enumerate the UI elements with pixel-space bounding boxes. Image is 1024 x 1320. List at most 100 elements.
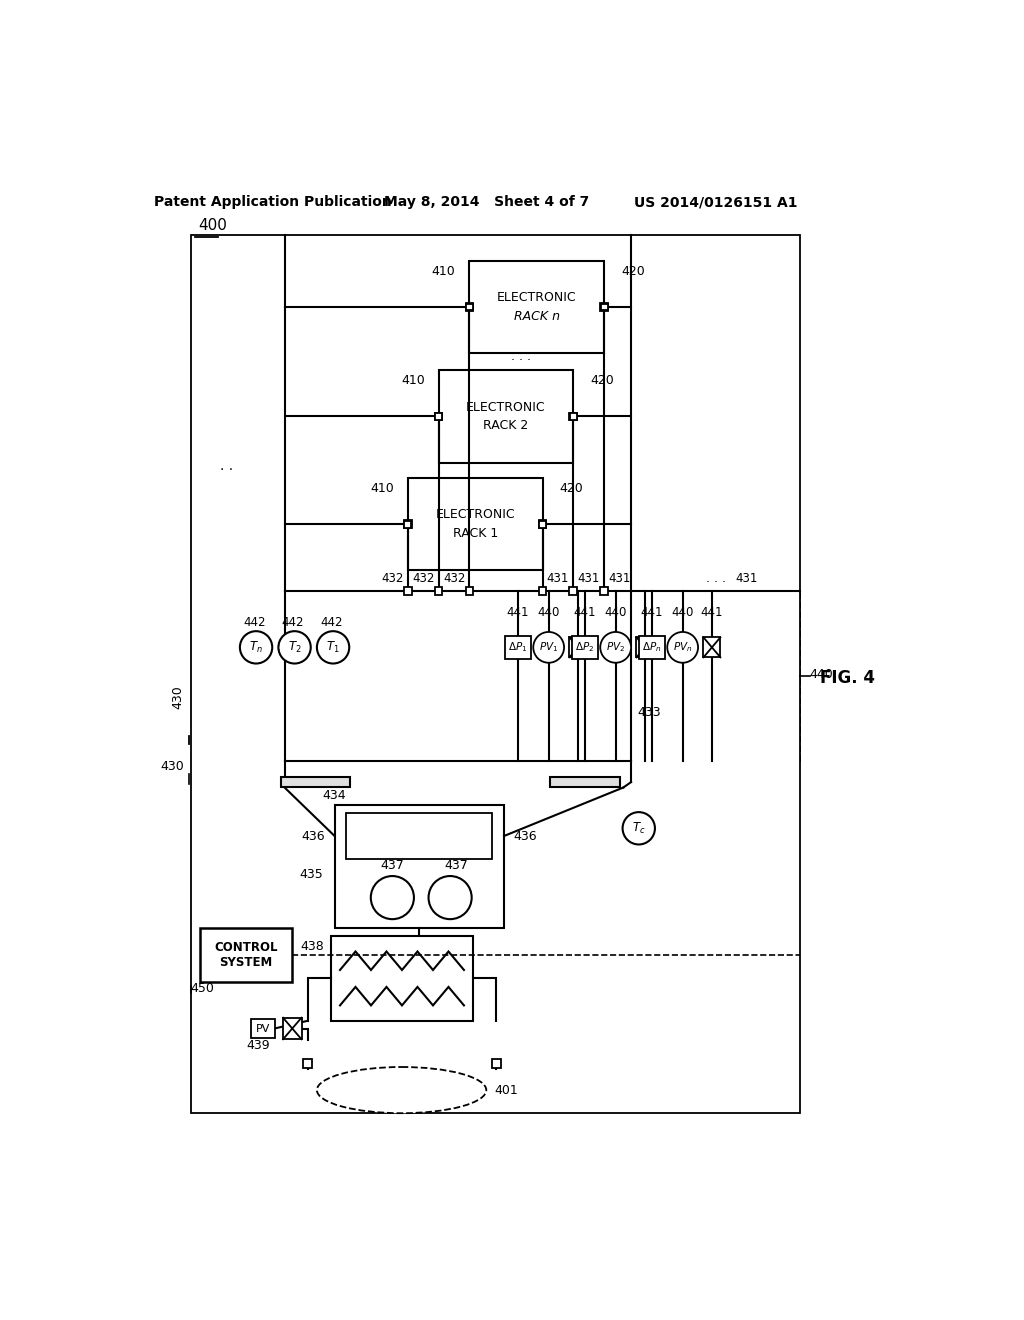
Circle shape (279, 631, 310, 664)
Bar (539, 587, 547, 595)
Text: 441: 441 (641, 606, 664, 619)
Text: 441: 441 (700, 606, 723, 619)
Bar (600, 587, 608, 595)
Text: 441: 441 (573, 606, 596, 619)
Bar (335, 805, 504, 928)
Text: $PV_{2}$: $PV_{2}$ (606, 640, 626, 655)
Bar (283, 1018, 301, 1039)
Bar (252, 1019, 274, 1038)
Bar (466, 304, 473, 310)
Text: 442: 442 (321, 616, 343, 630)
Circle shape (371, 876, 414, 919)
Bar (571, 636, 598, 659)
Bar (404, 520, 412, 528)
Bar (303, 1059, 312, 1068)
Text: 435: 435 (299, 869, 323, 880)
Bar (569, 412, 578, 420)
Bar (435, 412, 442, 420)
Text: FIG. 4: FIG. 4 (819, 669, 874, 688)
Text: 450: 450 (190, 982, 214, 995)
Text: RACK 2: RACK 2 (483, 418, 528, 432)
Text: . . .: . . . (706, 572, 726, 585)
Text: 436: 436 (302, 829, 326, 842)
Text: 420: 420 (590, 375, 614, 388)
Text: 410: 410 (370, 482, 394, 495)
Text: $PV_{1}$: $PV_{1}$ (539, 640, 558, 655)
Text: $T_c$: $T_c$ (632, 821, 645, 836)
Text: 420: 420 (621, 265, 645, 279)
Text: 442: 442 (244, 616, 266, 630)
Bar (190, 235, 801, 1113)
Text: RACK n: RACK n (514, 310, 560, 323)
Text: 431: 431 (578, 572, 599, 585)
Text: US 2014/0126151 A1: US 2014/0126151 A1 (634, 195, 798, 210)
Circle shape (623, 812, 655, 845)
Circle shape (668, 632, 698, 663)
Bar (408, 478, 543, 570)
Text: $\Delta P_{1}$: $\Delta P_{1}$ (508, 640, 527, 655)
Text: 420: 420 (559, 482, 584, 495)
Text: 432: 432 (382, 572, 403, 585)
Text: 438: 438 (301, 940, 325, 953)
Text: 437: 437 (381, 859, 404, 871)
Text: 442: 442 (282, 616, 304, 630)
Bar (403, 520, 412, 528)
Bar (200, 928, 292, 982)
Text: 401: 401 (494, 1084, 518, 1097)
Text: 430: 430 (161, 760, 184, 774)
Circle shape (534, 632, 564, 663)
Text: $T_n$: $T_n$ (249, 640, 263, 655)
Bar (435, 413, 442, 420)
Text: 400: 400 (199, 218, 227, 234)
Bar (637, 638, 653, 657)
Text: 431: 431 (608, 572, 631, 585)
Text: Patent Application Publication: Patent Application Publication (155, 195, 392, 210)
Bar (703, 638, 720, 657)
Text: $T_1$: $T_1$ (327, 640, 340, 655)
Circle shape (240, 631, 272, 664)
Bar (550, 776, 620, 788)
Text: 433: 433 (637, 706, 660, 719)
Text: 431: 431 (547, 572, 568, 585)
Bar (208, 591, 801, 760)
Text: $PV_{n}$: $PV_{n}$ (673, 640, 692, 655)
Text: 410: 410 (432, 265, 456, 279)
Bar (466, 304, 473, 312)
Text: $\Delta P_{n}$: $\Delta P_{n}$ (642, 640, 662, 655)
Bar (466, 587, 473, 595)
Bar (346, 813, 493, 859)
Text: 439: 439 (246, 1039, 269, 1052)
Text: 436: 436 (513, 829, 537, 842)
Text: : :: : : (270, 643, 281, 652)
Text: $T_2$: $T_2$ (288, 640, 301, 655)
Text: 437: 437 (444, 859, 468, 871)
Bar (505, 636, 531, 659)
Text: 441: 441 (507, 606, 529, 619)
Bar (331, 936, 473, 1020)
Bar (469, 261, 604, 354)
Text: . . .: . . . (511, 350, 531, 363)
Bar (435, 587, 442, 595)
Bar (492, 1059, 501, 1068)
Text: May 8, 2014   Sheet 4 of 7: May 8, 2014 Sheet 4 of 7 (384, 195, 589, 210)
Text: . .: . . (220, 459, 233, 474)
Text: CONTROL
SYSTEM: CONTROL SYSTEM (214, 941, 278, 969)
Bar (569, 587, 578, 595)
Text: 440: 440 (538, 606, 560, 619)
Bar (600, 304, 608, 312)
Text: 431: 431 (735, 572, 758, 585)
Bar (539, 520, 546, 528)
Bar (403, 587, 412, 595)
Bar (281, 776, 350, 788)
Text: 440: 440 (604, 606, 627, 619)
Bar (639, 636, 665, 659)
Bar (569, 638, 587, 657)
Text: 430: 430 (171, 685, 184, 709)
Text: RACK 1: RACK 1 (453, 527, 498, 540)
Text: 440: 440 (810, 668, 834, 681)
Bar (601, 304, 607, 310)
Bar (569, 413, 577, 420)
Text: ELECTRONIC: ELECTRONIC (466, 400, 546, 413)
Bar (438, 370, 573, 462)
Text: ELECTRONIC: ELECTRONIC (435, 508, 515, 521)
